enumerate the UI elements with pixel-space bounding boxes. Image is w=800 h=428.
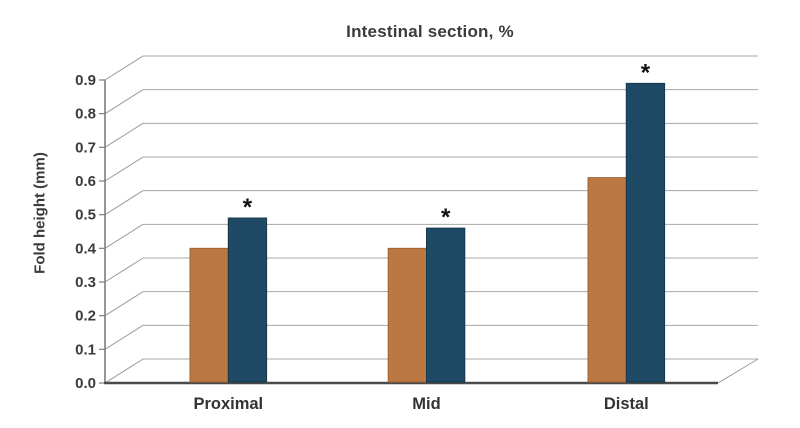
floor-depth-edge — [717, 358, 759, 384]
gridline-depth-segment — [104, 257, 144, 283]
y-tick-label: 0.7 — [75, 139, 96, 156]
bar-group-2 — [426, 227, 466, 383]
bar-group-1 — [189, 247, 229, 383]
bar-group-2 — [625, 82, 666, 383]
category-label: Distal — [604, 395, 649, 413]
gridline-depth-segment — [104, 55, 144, 81]
y-tick-label: 0.6 — [75, 173, 96, 190]
gridline-depth-segment — [104, 223, 144, 249]
y-tick-label: 0.0 — [75, 375, 96, 392]
gridline-depth-segment — [104, 190, 144, 216]
bar-group-2 — [227, 217, 268, 383]
y-tick-label: 0.1 — [75, 341, 96, 358]
chart-title: Intestinal section, % — [346, 22, 514, 41]
gridline-depth-segment — [104, 89, 144, 115]
bar-group-1 — [587, 177, 627, 383]
gridline-depth-segment — [104, 122, 144, 148]
y-tick-label: 0.4 — [75, 240, 97, 257]
category-label: Proximal — [193, 395, 263, 413]
significance-asterisk: * — [641, 59, 651, 86]
y-tick-label: 0.2 — [75, 308, 96, 325]
significance-asterisk: * — [243, 194, 253, 221]
gridline-depth-segment — [104, 358, 144, 384]
bar-group-1 — [387, 247, 428, 383]
gridline-depth-segment — [104, 324, 144, 350]
y-tick-label: 0.5 — [75, 207, 96, 224]
y-tick-label: 0.8 — [75, 106, 96, 123]
y-tick-label: 0.3 — [75, 274, 96, 291]
y-tick-label: 0.9 — [75, 72, 96, 89]
gridline-depth-segment — [104, 291, 144, 317]
gridline-depth-segment — [104, 156, 144, 182]
category-label: Mid — [412, 395, 440, 413]
significance-asterisk: * — [441, 204, 451, 231]
y-axis-label: Fold height (mm) — [31, 152, 49, 274]
